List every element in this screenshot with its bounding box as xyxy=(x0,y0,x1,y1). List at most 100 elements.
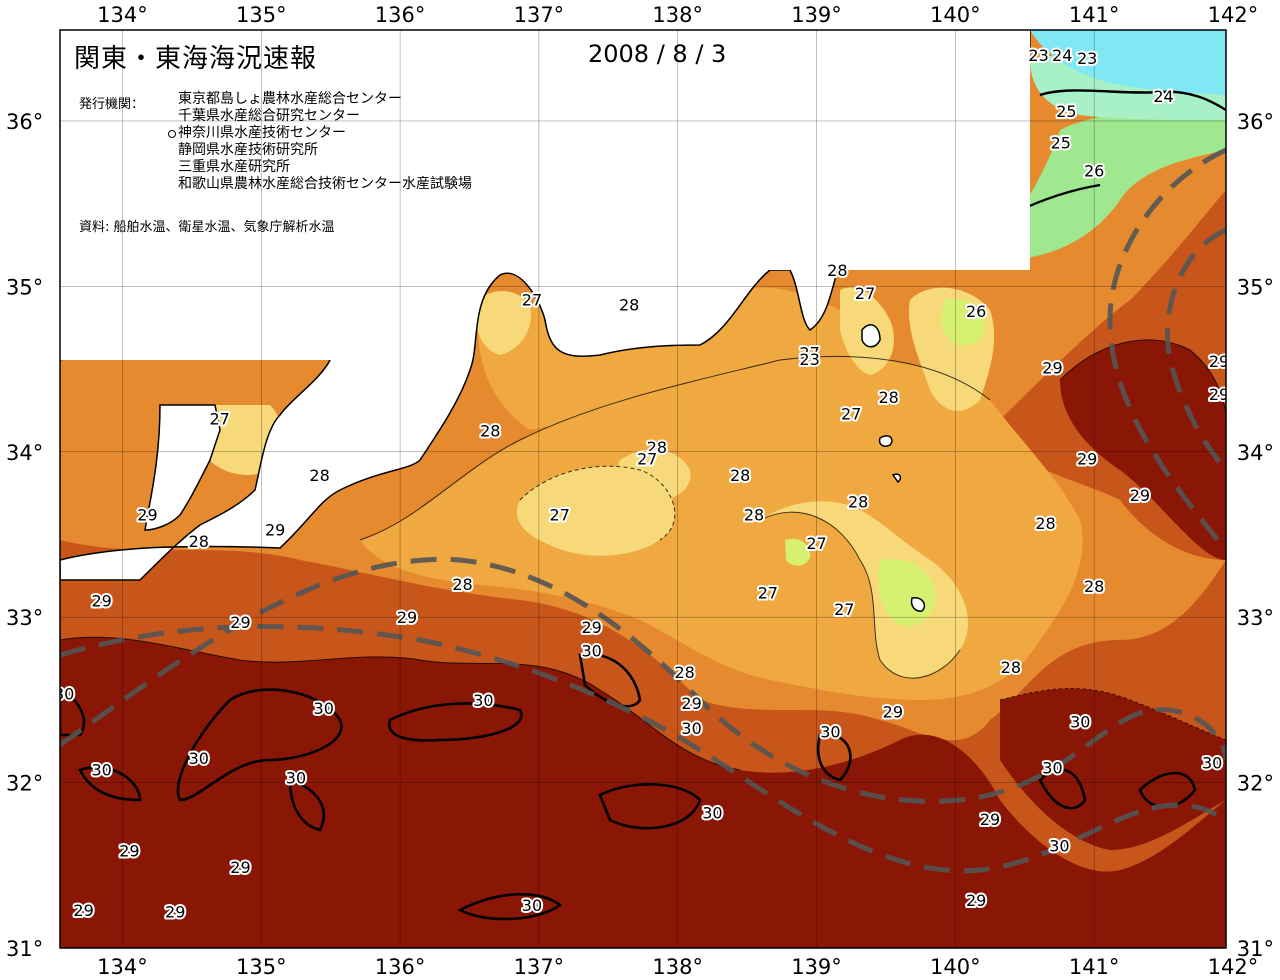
issuer-item: 東京都島しょ農林水産総合センター xyxy=(178,91,472,108)
temperature-label: 25 xyxy=(1056,102,1076,121)
isotherm-lines xyxy=(60,339,1226,771)
temperature-label: 30 xyxy=(91,760,111,779)
temperature-label: 28 xyxy=(480,421,500,440)
niijima xyxy=(878,435,893,447)
longitude-tick-label: 139° xyxy=(791,955,842,979)
temperature-label: 30 xyxy=(681,719,701,738)
longitude-tick-label: 142° xyxy=(1208,955,1259,979)
longitude-tick-label: 140° xyxy=(930,955,981,979)
temperature-label: 29 xyxy=(581,618,601,637)
temperature-label: 23 xyxy=(1077,49,1097,68)
temperature-label: 28 xyxy=(309,466,329,485)
data-source-note: 資料: 船舶水温、衛星水温、気象庁解析水温 xyxy=(79,220,335,235)
longitude-tick-label: 140° xyxy=(930,3,981,27)
latitude-tick-label: 36° xyxy=(1237,110,1274,134)
latitude-tick-label: 35° xyxy=(1237,275,1274,299)
latitude-tick-label: 32° xyxy=(6,772,43,796)
temperature-label: 27 xyxy=(522,291,542,310)
temperature-label: 27 xyxy=(209,410,229,429)
longitude-tick-label: 138° xyxy=(652,3,703,27)
longitude-tick-label: 137° xyxy=(514,955,565,979)
temperature-label: 30 xyxy=(314,699,334,718)
temperature-label: 28 xyxy=(674,663,694,682)
temperature-label: 29 xyxy=(1209,385,1229,404)
temperature-label: 30 xyxy=(1049,836,1069,855)
temperature-label: 28 xyxy=(744,506,764,525)
temperature-label: 28 xyxy=(848,492,868,511)
longitude-tick-label: 139° xyxy=(791,3,842,27)
issuer-list: 東京都島しょ農林水産総合センター 千葉県水産総合研究センター 神奈川県水産技術センタ… xyxy=(168,91,472,193)
longitude-axis-top: 134° 135° 136° 137° 138° 139° 140° 141° 142° xyxy=(97,3,1258,27)
temperature-label: 30 xyxy=(1070,712,1090,731)
temperature-label: 30 xyxy=(820,722,840,741)
temperature-label: 24 xyxy=(1153,87,1173,106)
temperature-label: 29 xyxy=(980,810,1000,829)
zone-25 xyxy=(1000,110,1226,260)
shikoku-awaji-area xyxy=(144,404,221,531)
issuer-name: 東京都島しょ農林水産総合センター xyxy=(178,91,402,107)
temperature-label: 28 xyxy=(619,296,639,315)
temperature-label: 30 xyxy=(702,803,722,822)
kuroshio-current xyxy=(60,147,1226,874)
temperature-label: 27 xyxy=(799,344,819,363)
issuer-item: 神奈川県水産技術センター xyxy=(168,125,472,142)
issuer-name: 神奈川県水産技術センター xyxy=(178,125,346,141)
temperature-label: 30 xyxy=(581,641,601,660)
temperature-label: 23 xyxy=(1028,46,1048,65)
issuer-name: 和歌山県農林水産総合技術センター水産試験場 xyxy=(178,176,472,192)
temperature-label: 27 xyxy=(758,583,778,602)
temperature-label: 29 xyxy=(137,506,157,525)
temperature-label: 29 xyxy=(883,702,903,721)
temperature-label: 30 xyxy=(189,749,209,768)
temperature-label: 26 xyxy=(1084,162,1104,181)
temperature-label: 27 xyxy=(806,534,826,553)
zone-26 xyxy=(785,298,985,626)
temperature-label: 29 xyxy=(73,901,93,920)
temperature-label: 27 xyxy=(637,449,657,468)
temperature-label: 30 xyxy=(1202,754,1222,773)
map-title: 関東・東海海況速報 xyxy=(74,44,318,74)
longitude-tick-label: 142° xyxy=(1208,3,1259,27)
map-date: 2008 / 8 / 3 xyxy=(588,40,727,68)
latitude-axis-left: 36° 35° 34° 33° 32° 31° xyxy=(6,110,43,961)
temperature-label: 30 xyxy=(473,691,493,710)
longitude-tick-label: 136° xyxy=(375,955,426,979)
temperature-label: 27 xyxy=(834,600,854,619)
temperature-label: 30 xyxy=(522,896,542,915)
temperature-label: 30 xyxy=(286,769,306,788)
issuer-name: 静岡県水産技術研究所 xyxy=(178,142,318,158)
map-frame xyxy=(59,29,1227,949)
graticule xyxy=(60,30,1226,948)
temperature-label: 26 xyxy=(966,302,986,321)
latitude-tick-label: 34° xyxy=(6,441,43,465)
temperature-label: 28 xyxy=(647,438,667,457)
temperature-label: 28 xyxy=(1035,514,1055,533)
issuer-item: 静岡県水産技術研究所 xyxy=(178,142,472,159)
longitude-tick-label: 138° xyxy=(652,955,703,979)
longitude-tick-label: 141° xyxy=(1069,3,1120,27)
issuer-name: 千葉県水産総合研究センター xyxy=(178,108,360,124)
temperature-label: 29 xyxy=(119,841,139,860)
zone-27 xyxy=(196,287,995,679)
temperature-label: 23 xyxy=(799,350,819,369)
latitude-tick-label: 36° xyxy=(6,110,43,134)
longitude-tick-label: 135° xyxy=(236,3,287,27)
longitude-tick-label: 135° xyxy=(236,955,287,979)
izu-oshima xyxy=(861,324,881,348)
latitude-tick-label: 32° xyxy=(1237,772,1274,796)
latitude-axis-right: 36° 35° 34° 33° 32° 31° xyxy=(1237,110,1274,961)
longitude-tick-label: 141° xyxy=(1069,955,1120,979)
miyakejima xyxy=(891,473,902,484)
temperature-label: 29 xyxy=(681,694,701,713)
circle-marker-icon xyxy=(168,130,176,138)
temperature-label: 29 xyxy=(265,521,285,540)
temperature-label: 28 xyxy=(827,261,847,280)
zone-30 xyxy=(60,340,1226,948)
temperature-label: 30 xyxy=(54,684,74,703)
issuer-item: 三重県水産研究所 xyxy=(178,159,472,176)
temperature-label: 29 xyxy=(91,592,111,611)
longitude-tick-label: 134° xyxy=(97,3,148,27)
temperature-label: 24 xyxy=(1052,46,1072,65)
temperature-label: 29 xyxy=(1077,449,1097,468)
